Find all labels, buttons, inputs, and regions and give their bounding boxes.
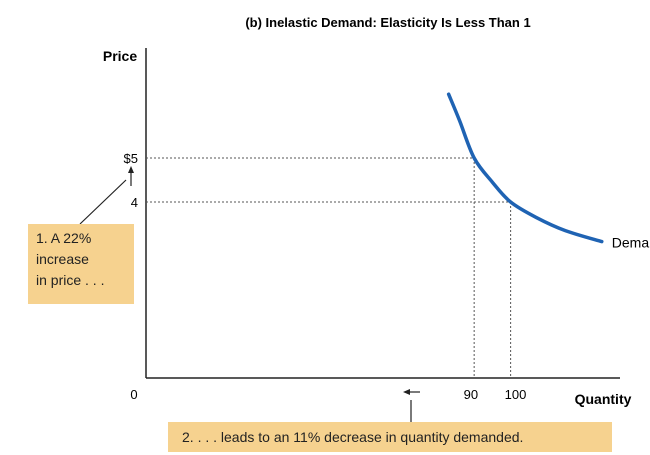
- demand-curves: Demand: [446, 92, 650, 251]
- chart-title: (b) Inelastic Demand: Elasticity Is Less…: [245, 15, 530, 30]
- y-tick-label: $5: [124, 151, 138, 166]
- price-callout-line: increase: [36, 251, 89, 267]
- x-axis-label: Quantity: [575, 391, 632, 407]
- price-increase-callout: 1. A 22% increase in price . . .: [28, 224, 134, 304]
- demand-curve-label: Demand: [612, 235, 650, 251]
- y-axis-label: Price: [103, 48, 137, 64]
- demand-curve: [446, 92, 604, 244]
- y-tick-label: 4: [131, 195, 138, 210]
- axes: [145, 48, 620, 379]
- price-callout-pointer: [79, 179, 127, 225]
- quantity-decrease-callout: 2. . . . leads to an 11% decrease in qua…: [168, 422, 612, 452]
- guide-lines: [146, 157, 512, 378]
- price-callout-line: in price . . .: [36, 272, 105, 288]
- x-tick-label: 90: [464, 387, 478, 402]
- origin-label: 0: [130, 387, 137, 402]
- quantity-arrow-icon: [403, 389, 420, 395]
- quantity-callout-text: 2. . . . leads to an 11% decrease in qua…: [182, 429, 524, 445]
- x-tick-label: 100: [505, 387, 527, 402]
- price-callout-line: 1. A 22%: [36, 230, 92, 246]
- price-arrow-icon: [128, 166, 134, 186]
- tick-labels: $5 4 90 100: [124, 151, 527, 402]
